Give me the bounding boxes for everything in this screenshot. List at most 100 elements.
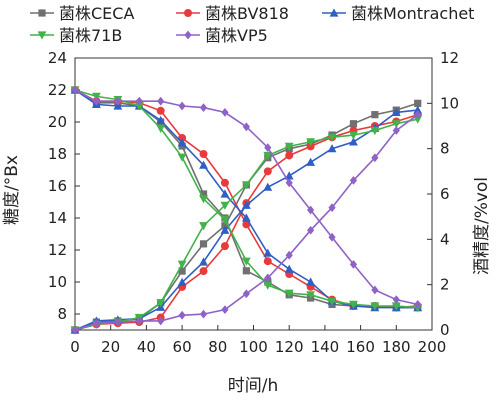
x-tick-label: 60 — [173, 338, 192, 356]
data-point-alcohol — [178, 310, 186, 320]
data-point-alcohol — [327, 133, 337, 142]
legend-marker — [184, 30, 192, 40]
data-point-alcohol — [199, 240, 208, 248]
data-point-sugar — [263, 257, 272, 266]
data-point-alcohol — [285, 151, 294, 160]
data-point-sugar — [328, 232, 336, 242]
data-point-sugar — [135, 96, 143, 106]
data-point-sugar — [391, 302, 401, 311]
data-point-sugar — [414, 300, 422, 309]
data-point-sugar — [264, 143, 272, 152]
data-point-sugar — [156, 106, 165, 115]
data-point-alcohol — [263, 167, 272, 176]
legend-marker — [38, 9, 46, 17]
y-left-tick-label: 18 — [48, 145, 67, 163]
data-point-alcohol — [371, 153, 379, 163]
x-tick-label: 200 — [418, 338, 447, 356]
data-point-alcohol — [370, 126, 380, 136]
data-point-sugar — [134, 102, 144, 111]
y-axis-right-title: 酒精度/%vol — [472, 177, 492, 275]
data-point-sugar — [71, 85, 79, 95]
data-point-alcohol — [349, 120, 358, 128]
y-right-tick-label: 10 — [440, 94, 459, 112]
data-point-sugar — [92, 96, 101, 106]
legend-label: 菌株71B — [59, 26, 122, 45]
data-point-sugar — [242, 267, 250, 275]
data-point-alcohol — [264, 273, 272, 283]
data-point-alcohol — [199, 267, 208, 276]
y-right-tick-label: 12 — [440, 49, 459, 67]
y-right-tick-label: 2 — [440, 276, 450, 294]
data-point-alcohol — [349, 137, 358, 146]
x-tick-label: 140 — [311, 338, 340, 356]
legend-label: 菌株BV818 — [205, 4, 289, 23]
y-right-tick-label: 0 — [440, 321, 450, 339]
data-point-sugar — [242, 122, 250, 132]
data-point-alcohol — [177, 260, 187, 269]
data-point-sugar — [263, 248, 273, 257]
y-left-tick-label: 14 — [48, 209, 67, 227]
x-tick-label: 80 — [208, 338, 227, 356]
data-point-sugar — [156, 124, 166, 133]
legend-label: 菌株CECA — [59, 4, 134, 23]
data-point-sugar — [199, 160, 208, 169]
data-point-sugar — [284, 264, 294, 273]
data-point-sugar — [241, 257, 251, 266]
y-left-tick-label: 10 — [48, 273, 67, 291]
data-point-alcohol — [199, 257, 208, 266]
data-point-alcohol — [199, 222, 208, 231]
data-point-alcohol — [414, 110, 422, 120]
legend: 菌株CECA 菌株BV818 菌株Montrachet 菌株71B 菌株VP5 — [30, 4, 474, 45]
data-point-sugar — [199, 190, 208, 198]
y-axis-left-title: 糖度/°Bx — [2, 155, 22, 225]
data-point-sugar — [349, 260, 358, 269]
data-point-alcohol — [284, 171, 294, 180]
data-point-sugar — [307, 205, 315, 215]
data-point-alcohol — [178, 267, 186, 275]
data-point-alcohol — [413, 105, 423, 114]
data-point-sugar — [241, 213, 251, 222]
data-point-alcohol — [306, 138, 316, 147]
data-point-sugar — [178, 101, 186, 111]
data-point-sugar — [199, 103, 208, 112]
x-tick-label: 120 — [275, 338, 304, 356]
data-point-sugar — [220, 178, 229, 187]
data-point-alcohol — [220, 242, 229, 251]
data-point-alcohol — [241, 200, 251, 209]
data-point-sugar — [199, 150, 208, 158]
y-left-tick-label: 8 — [57, 305, 67, 323]
x-tick-label: 40 — [137, 338, 156, 356]
data-point-sugar — [221, 108, 229, 117]
legend-label: 菌株Montrachet — [351, 4, 474, 23]
data-point-sugar — [220, 189, 230, 198]
data-point-sugar — [220, 216, 230, 225]
data-point-alcohol — [177, 277, 187, 286]
legend-marker — [329, 8, 339, 17]
data-point-sugar — [327, 297, 337, 306]
data-point-sugar — [199, 195, 208, 204]
data-point-sugar — [156, 115, 166, 124]
data-point-alcohol — [199, 309, 208, 319]
y-left-tick-label: 16 — [48, 177, 67, 195]
data-point-alcohol — [307, 225, 315, 235]
data-point-alcohol — [413, 115, 423, 124]
data-point-alcohol — [349, 176, 358, 185]
data-point-alcohol — [306, 157, 316, 166]
data-point-alcohol — [263, 182, 273, 191]
y-left-tick-label: 20 — [48, 113, 67, 131]
y-left-tick-label: 22 — [48, 81, 67, 99]
data-point-sugar — [285, 178, 293, 188]
data-point-alcohol — [349, 131, 358, 140]
x-tick-label: 20 — [101, 338, 120, 356]
data-point-alcohol — [220, 225, 230, 234]
data-point-alcohol — [414, 99, 422, 107]
data-point-alcohol — [391, 107, 401, 116]
data-point-alcohol — [114, 317, 122, 327]
data-point-alcohol — [135, 316, 143, 326]
x-tick-label: 100 — [239, 338, 268, 356]
data-point-alcohol — [328, 203, 336, 212]
legend-label: 菌株VP5 — [205, 26, 268, 45]
data-point-sugar — [306, 277, 316, 286]
data-point-alcohol — [92, 318, 101, 328]
